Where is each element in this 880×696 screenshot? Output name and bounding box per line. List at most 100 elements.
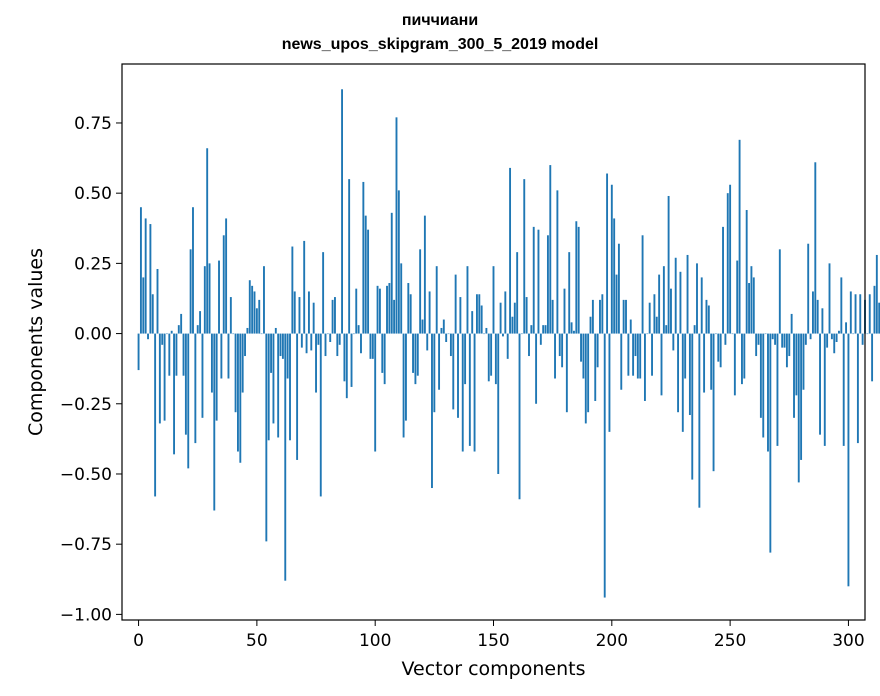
bar-298 <box>842 333 845 446</box>
bar-79 <box>324 333 327 357</box>
bar-58 <box>274 327 277 334</box>
x-axis-label: Vector components <box>401 658 586 680</box>
bar-292 <box>828 263 831 334</box>
bar-26 <box>199 311 202 334</box>
bar-212 <box>639 333 642 379</box>
bar-10 <box>161 333 164 345</box>
bar-266 <box>767 333 769 452</box>
bar-177 <box>556 190 559 334</box>
bar-206 <box>625 299 627 334</box>
bar-143 <box>475 294 478 334</box>
bar-64 <box>289 333 291 441</box>
bars-group <box>137 89 880 598</box>
bar-186 <box>577 226 580 334</box>
bar-86 <box>341 89 343 334</box>
bar-252 <box>733 333 736 396</box>
bar-8 <box>156 268 159 334</box>
bar-136 <box>459 297 462 334</box>
bar-240 <box>705 299 708 334</box>
bar-35 <box>220 333 223 379</box>
bar-29 <box>206 148 209 334</box>
bar-55 <box>267 333 270 441</box>
bar-277 <box>793 333 795 418</box>
bar-160 <box>516 252 519 334</box>
bar-110 <box>397 190 400 334</box>
bar-68 <box>298 297 301 334</box>
bar-65 <box>291 246 294 334</box>
bar-105 <box>386 285 388 334</box>
bar-293 <box>830 333 833 340</box>
bar-45 <box>244 333 246 357</box>
y-tick-label-2: −0.50 <box>60 465 112 485</box>
bar-114 <box>407 283 410 334</box>
bar-83 <box>334 297 336 334</box>
bar-96 <box>364 215 367 334</box>
bar-214 <box>643 333 646 401</box>
bar-262 <box>757 333 760 345</box>
bar-219 <box>655 316 658 334</box>
bar-165 <box>528 333 530 357</box>
bar-73 <box>310 333 313 351</box>
bar-5 <box>149 224 152 334</box>
bar-309 <box>868 294 871 334</box>
chart-title-line1: пиччиани <box>401 12 479 29</box>
bar-276 <box>790 313 793 334</box>
bar-77 <box>319 333 322 497</box>
bar-267 <box>769 333 772 553</box>
y-axis: −1.00 −0.75 −0.50 −0.25 0.00 0.25 0.50 0.75 <box>60 114 122 625</box>
bar-37 <box>225 218 228 334</box>
bar-286 <box>814 162 817 334</box>
bar-107 <box>390 212 393 334</box>
bar-156 <box>506 333 509 359</box>
bar-2 <box>142 277 145 334</box>
bar-120 <box>421 319 424 334</box>
bar-9 <box>158 333 161 424</box>
bar-41 <box>234 333 237 413</box>
bar-215 <box>646 333 649 335</box>
bar-24 <box>194 333 197 444</box>
bar-289 <box>821 308 824 334</box>
bar-89 <box>348 179 351 334</box>
bar-272 <box>781 333 784 348</box>
bar-194 <box>596 333 599 368</box>
bar-155 <box>504 291 507 334</box>
bar-88 <box>345 333 348 399</box>
bar-126 <box>435 266 438 334</box>
bar-106 <box>388 283 391 334</box>
bar-260 <box>752 277 755 334</box>
bar-208 <box>629 319 632 334</box>
bar-17 <box>177 325 180 334</box>
bar-235 <box>693 325 696 334</box>
bar-216 <box>648 302 651 334</box>
bar-59 <box>277 333 280 438</box>
bar-244 <box>714 333 717 335</box>
bar-253 <box>736 260 739 334</box>
bar-138 <box>464 333 467 385</box>
bar-133 <box>452 333 455 410</box>
bar-69 <box>300 333 303 348</box>
bar-254 <box>738 139 741 334</box>
y-tick-label-0: −1.00 <box>60 605 112 625</box>
bar-283 <box>807 243 810 334</box>
bar-243 <box>712 333 715 472</box>
bar-84 <box>336 333 339 357</box>
bar-3 <box>144 218 147 334</box>
bar-152 <box>497 333 500 474</box>
bar-61 <box>281 333 284 359</box>
bar-201 <box>613 218 616 334</box>
bar-181 <box>565 333 568 413</box>
bar-231 <box>684 333 687 379</box>
bar-116 <box>412 333 414 373</box>
bar-56 <box>270 333 273 373</box>
bar-182 <box>568 252 571 334</box>
bar-39 <box>229 297 232 334</box>
bar-132 <box>449 333 452 357</box>
bar-74 <box>312 302 315 334</box>
bar-204 <box>620 333 623 390</box>
bar-121 <box>423 215 426 334</box>
bar-75 <box>315 333 317 393</box>
bar-249 <box>726 193 729 334</box>
bar-71 <box>305 333 308 354</box>
bar-180 <box>563 288 566 334</box>
